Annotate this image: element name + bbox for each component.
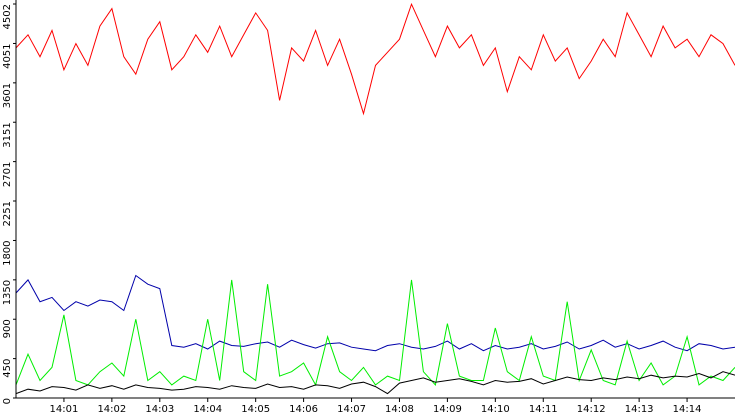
- x-tick-label: 14:04: [193, 404, 222, 415]
- x-tick-label: 14:11: [529, 404, 558, 415]
- y-tick-label: 4051: [2, 43, 13, 68]
- y-tick-label: 1350: [2, 280, 13, 305]
- x-tick-label: 14:05: [241, 404, 270, 415]
- x-tick-label: 14:07: [337, 404, 366, 415]
- y-tick-label: 1800: [2, 240, 13, 265]
- y-tick-label: 900: [2, 319, 13, 338]
- x-tick-label: 14:08: [385, 404, 414, 415]
- y-tick-label: 450: [2, 359, 13, 378]
- y-tick-label: 4502: [2, 4, 13, 29]
- x-tick-label: 14:10: [481, 404, 510, 415]
- x-tick-label: 14:13: [625, 404, 654, 415]
- series-line: [15, 371, 735, 395]
- x-tick-label: 14:12: [577, 404, 606, 415]
- x-tick-label: 14:02: [97, 404, 126, 415]
- series-line: [15, 279, 735, 387]
- y-tick-label: 3151: [2, 122, 13, 147]
- x-tick-label: 14:03: [145, 404, 174, 415]
- x-tick-label: 14:09: [433, 404, 462, 415]
- y-tick-label: 3601: [2, 83, 13, 108]
- series-line: [15, 274, 735, 352]
- y-tick-label: 0: [2, 398, 13, 404]
- x-tick-label: 14:14: [673, 404, 702, 415]
- x-tick-label: 14:01: [50, 404, 79, 415]
- y-tick-label: 2251: [2, 201, 13, 226]
- series-line: [15, 2, 735, 116]
- x-tick-label: 14:06: [289, 404, 318, 415]
- y-tick-label: 2701: [2, 162, 13, 187]
